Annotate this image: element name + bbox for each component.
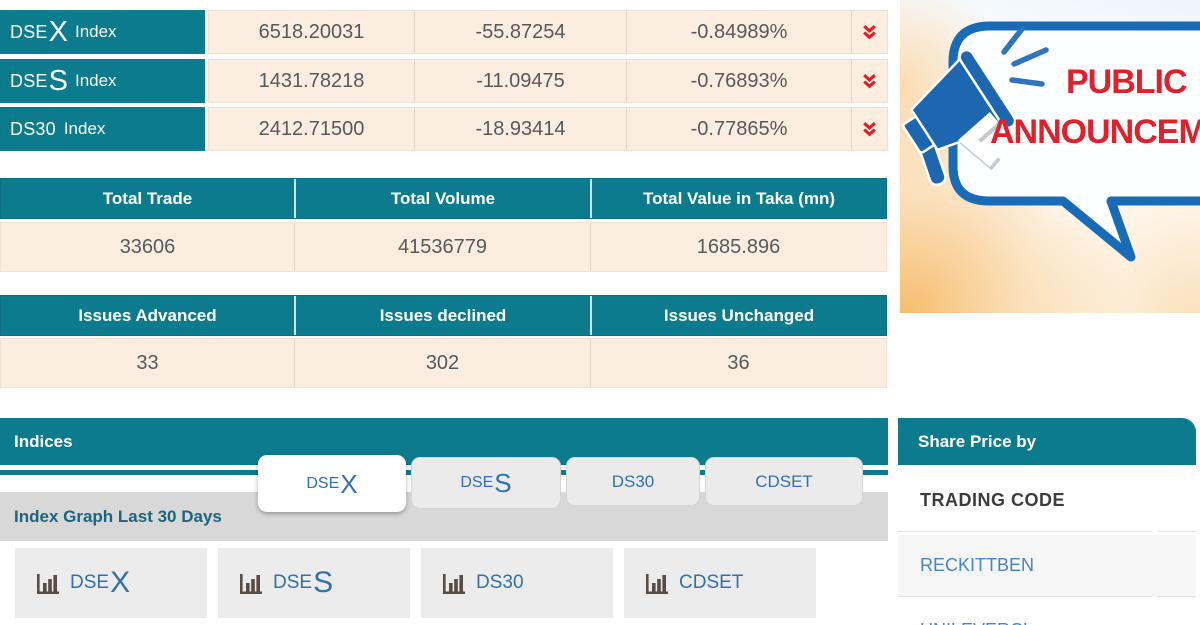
tab-cdset[interactable]: CDSET <box>705 457 863 506</box>
index-label-prefix: DS30 <box>10 118 56 139</box>
bar-chart-icon <box>646 574 668 594</box>
index-row-ds30: DS30 Index 2412.71500 -18.93414 -0.77865% <box>0 107 888 151</box>
graph-button-label-big: X <box>110 566 131 599</box>
totals-table-header: Total Trade Total Volume Total Value in … <box>0 178 887 219</box>
back-arrow-icon <box>958 112 999 167</box>
header-issues-declined: Issues declined <box>294 296 590 335</box>
header-issues-advanced: Issues Advanced <box>78 305 217 325</box>
issues-advanced-value: 33 <box>136 351 159 374</box>
total-trade-value: 33606 <box>119 235 176 258</box>
double-chevron-down-icon <box>863 73 876 88</box>
indices-panel-title: Indices <box>14 431 73 451</box>
index-label: DSE S Index <box>0 59 205 103</box>
share-price-header-row: TRADING CODE <box>898 470 1196 532</box>
issues-table-header: Issues Advanced Issues declined Issues U… <box>0 295 887 336</box>
header-total-trade: Total Trade <box>102 188 193 208</box>
index-label-big: X <box>48 15 68 48</box>
share-price-row: RECKITTBEN <box>898 535 1196 597</box>
share-price-extra-column <box>1157 535 1196 597</box>
tab-ds30[interactable]: DS30 <box>566 457 700 506</box>
graph-button-ds30[interactable]: DS30 <box>421 548 613 618</box>
tab-label-big: S <box>494 468 512 498</box>
expand-index-button[interactable] <box>851 108 887 150</box>
share-price-title: Share Price by <box>918 431 1037 451</box>
tab-label: CDSET <box>755 471 813 491</box>
graph-button-label: DSE <box>70 572 110 593</box>
announcement-line1: PUBLIC <box>1066 63 1187 101</box>
sound-lines-icon <box>1001 26 1049 87</box>
graph-button-label: DS30 <box>476 572 524 593</box>
share-price-extra-column <box>1157 600 1196 625</box>
bar-chart-icon <box>37 574 59 594</box>
tab-label: DSE <box>306 474 340 492</box>
index-row-dses: DSE S Index 1431.78218 -11.09475 -0.76893% <box>0 59 888 103</box>
index-change: -55.87254 <box>414 11 626 53</box>
index-label-suffix: Index <box>74 22 117 41</box>
announcement-graphic: PUBLIC ANNOUNCEMENT <box>902 21 1200 262</box>
issues-declined-value: 302 <box>294 339 590 387</box>
graph-button-cdset[interactable]: CDSET <box>624 548 816 618</box>
index-change-percent: -0.77865% <box>626 108 851 150</box>
double-chevron-down-icon <box>863 121 876 136</box>
index-label-suffix: Index <box>63 119 106 138</box>
trading-code-header: TRADING CODE <box>920 490 1065 510</box>
index-value: 1431.78218 <box>258 69 365 92</box>
trading-code-link[interactable]: RECKITTBEN <box>920 555 1035 575</box>
index-label: DSE X Index <box>0 10 205 54</box>
graph-button-dses[interactable]: DSE S <box>218 548 410 618</box>
index-change: -18.93414 <box>414 108 626 150</box>
header-total-value: Total Value in Taka (mn) <box>590 179 886 218</box>
speech-bubble <box>948 21 1200 262</box>
announcement-line2: ANNOUNCEMENT <box>990 113 1200 151</box>
trading-code-link[interactable]: UNILEVERCL <box>920 620 1033 625</box>
share-price-row: UNILEVERCL <box>898 600 1196 625</box>
index-label-prefix: DSE <box>10 21 48 42</box>
share-price-panel-header: Share Price by <box>898 418 1196 465</box>
expand-index-button[interactable] <box>851 11 887 53</box>
issues-table-values: 33 302 36 <box>0 338 887 388</box>
expand-index-button[interactable] <box>851 60 887 102</box>
graph-button-label-big: S <box>313 566 334 599</box>
index-label-big: S <box>48 64 68 97</box>
tab-dsex[interactable]: DSE X <box>258 455 406 512</box>
header-total-volume: Total Volume <box>294 179 590 218</box>
bar-chart-icon <box>443 574 465 594</box>
index-row-dsex: DSE X Index 6518.20031 -55.87254 -0.84989% <box>0 10 888 54</box>
index-change: -11.09475 <box>414 60 626 102</box>
index-label-suffix: Index <box>74 71 117 90</box>
graph-button-label: DSE <box>273 572 313 593</box>
share-price-extra-column <box>1157 470 1196 532</box>
total-volume-value: 41536779 <box>294 223 590 271</box>
tab-label-big: X <box>340 468 358 499</box>
bar-chart-icon <box>240 574 262 594</box>
totals-table-values: 33606 41536779 1685.896 <box>0 222 887 272</box>
graph-button-dsex[interactable]: DSE X <box>15 548 207 618</box>
index-value: 2412.71500 <box>258 117 365 140</box>
index-value: 6518.20031 <box>258 20 365 43</box>
index-label: DS30 Index <box>0 107 205 151</box>
issues-unchanged-value: 36 <box>590 339 886 387</box>
announcement-banner[interactable]: PUBLIC ANNOUNCEMENT <box>900 0 1200 313</box>
total-value-taka: 1685.896 <box>590 223 886 271</box>
index-change-percent: -0.76893% <box>626 60 851 102</box>
tab-dses[interactable]: DSE S <box>411 457 561 509</box>
graph-button-label: CDSET <box>679 572 744 593</box>
tab-label: DS30 <box>611 471 655 491</box>
header-issues-unchanged: Issues Unchanged <box>590 296 886 335</box>
index-label-prefix: DSE <box>10 70 48 91</box>
double-chevron-down-icon <box>863 24 876 39</box>
index-change-percent: -0.84989% <box>626 11 851 53</box>
graph-section-title: Index Graph Last 30 Days <box>14 506 222 526</box>
tab-label: DSE <box>460 474 494 491</box>
